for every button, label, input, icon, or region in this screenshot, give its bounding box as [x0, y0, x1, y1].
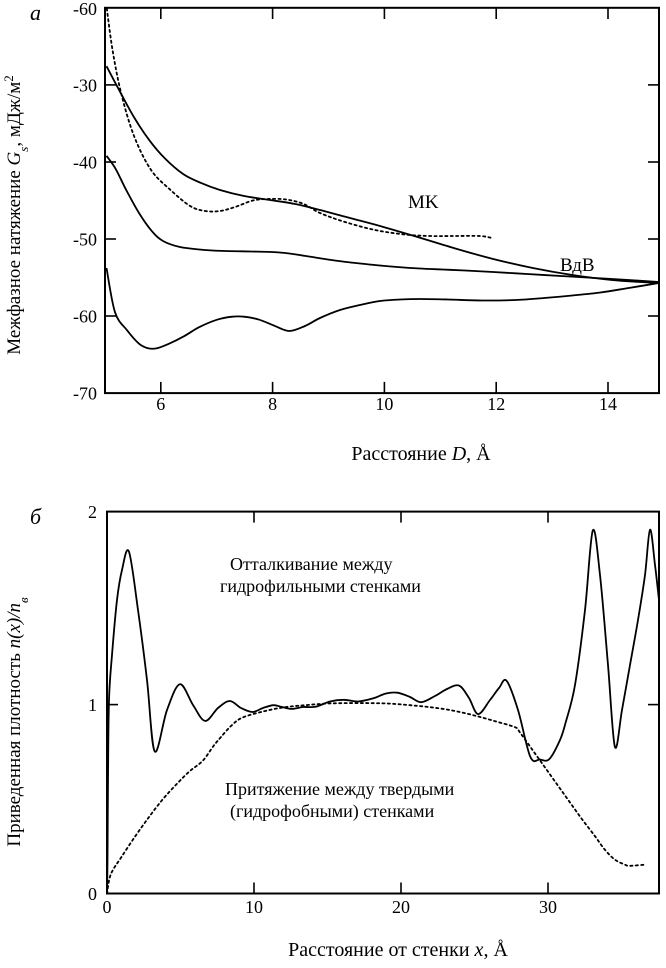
svg-text:-60: -60 — [73, 0, 97, 19]
svg-text:-50: -50 — [73, 230, 97, 250]
svg-text:0: 0 — [88, 884, 97, 904]
svg-text:-40: -40 — [73, 153, 97, 173]
svg-text:б: б — [30, 504, 42, 529]
svg-text:Притяжение между твердыми: Притяжение между твердыми — [225, 779, 455, 799]
svg-text:1: 1 — [88, 695, 97, 715]
svg-text:10: 10 — [245, 897, 263, 917]
svg-text:0: 0 — [103, 897, 112, 917]
svg-text:Расстояние D, Å: Расстояние D, Å — [351, 443, 491, 465]
svg-text:8: 8 — [268, 394, 277, 414]
svg-text:-30: -30 — [73, 76, 97, 96]
svg-text:20: 20 — [392, 897, 410, 917]
svg-text:-60: -60 — [73, 307, 97, 327]
svg-text:Отталкивание между: Отталкивание между — [230, 554, 392, 574]
svg-text:2: 2 — [88, 502, 97, 522]
svg-text:ВдВ: ВдВ — [560, 255, 595, 276]
svg-text:6: 6 — [156, 394, 165, 414]
svg-text:14: 14 — [599, 394, 617, 414]
svg-text:a: a — [30, 0, 41, 25]
svg-text:Расстояние от стенки x, Å: Расстояние от стенки x, Å — [288, 939, 508, 961]
svg-text:12: 12 — [487, 394, 505, 414]
svg-text:-70: -70 — [73, 384, 97, 404]
svg-text:(гидрофобными) стенками: (гидрофобными) стенками — [230, 801, 435, 822]
svg-text:гидрофильными стенками: гидрофильными стенками — [220, 576, 421, 596]
svg-text:MK: MK — [408, 192, 439, 213]
svg-text:30: 30 — [539, 897, 557, 917]
svg-text:10: 10 — [375, 394, 393, 414]
